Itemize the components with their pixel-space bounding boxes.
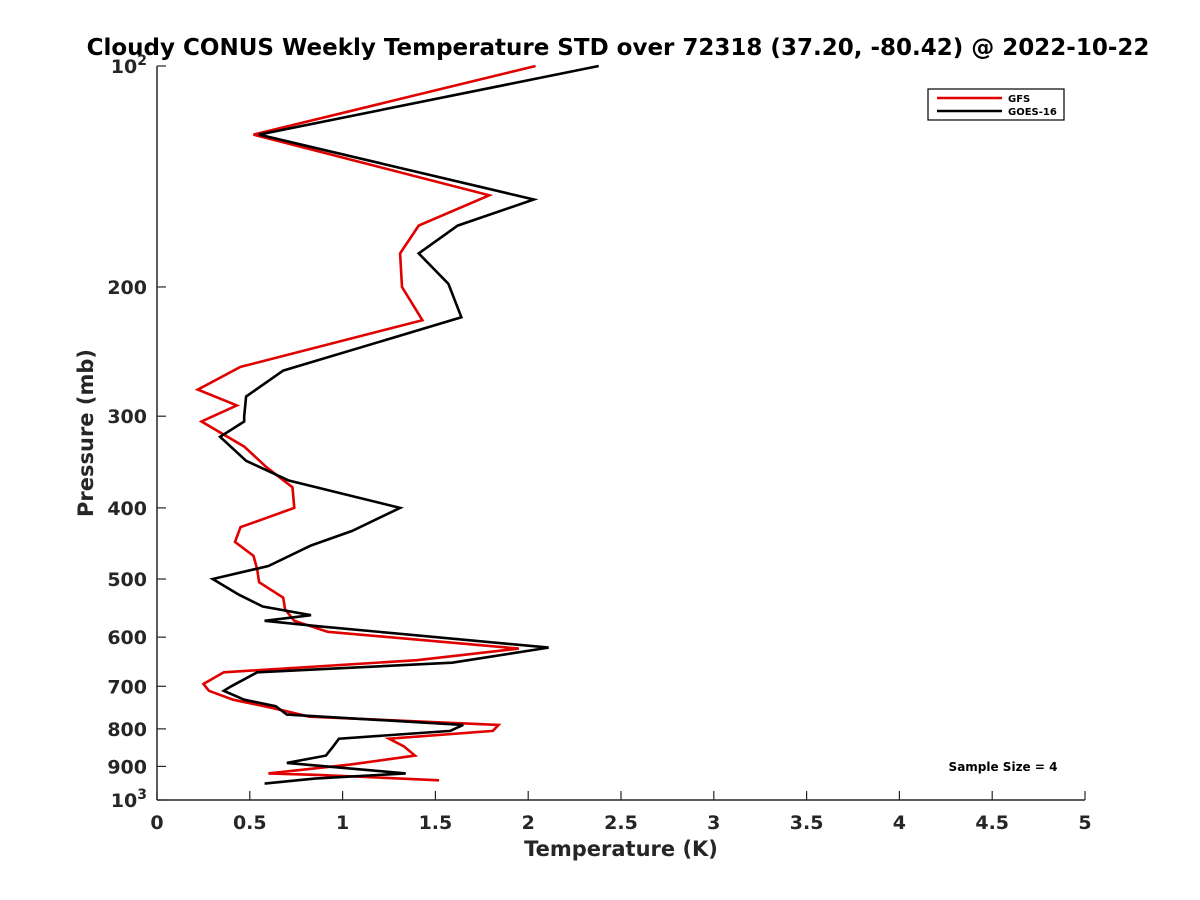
x-tick-label: 0 bbox=[150, 812, 163, 834]
legend: GFS GOES-16 bbox=[927, 88, 1065, 121]
series-group bbox=[194, 64, 599, 785]
x-tick-label: 4 bbox=[893, 812, 906, 834]
y-limit-base: 10 bbox=[111, 56, 137, 78]
x-tick-label: 5 bbox=[1078, 812, 1091, 834]
x-tick-label: 3 bbox=[707, 812, 720, 834]
legend-label-gfs: GFS bbox=[1008, 94, 1030, 105]
y-tick-label: 500 bbox=[107, 569, 147, 591]
x-tick-label: 4.5 bbox=[975, 812, 1009, 834]
series-line-gfs bbox=[194, 64, 536, 782]
y-tick-label: 800 bbox=[107, 719, 147, 741]
x-tick-label: 0.5 bbox=[233, 812, 267, 834]
x-tick-label: 2.5 bbox=[604, 812, 638, 834]
y-tick-label: 600 bbox=[107, 627, 147, 649]
sample-size-annotation: Sample Size = 4 bbox=[949, 760, 1058, 774]
x-tick-label: 2 bbox=[522, 812, 535, 834]
legend-box bbox=[927, 88, 1065, 121]
chart-title: Cloudy CONUS Weekly Temperature STD over… bbox=[87, 35, 1150, 61]
series-line-goes-16 bbox=[209, 64, 599, 785]
y-tick-label: 300 bbox=[107, 406, 147, 428]
y-tick-label: 400 bbox=[107, 498, 147, 520]
y-axis-label: Pressure (mb) bbox=[74, 349, 98, 517]
legend-label-goes-16: GOES-16 bbox=[1008, 107, 1057, 118]
axes bbox=[156, 66, 1085, 801]
x-tick-label: 3.5 bbox=[790, 812, 824, 834]
y-tick-label: 700 bbox=[107, 676, 147, 698]
x-tick-label: 1 bbox=[336, 812, 349, 834]
x-axis-label: Temperature (K) bbox=[524, 837, 718, 861]
y-limit-label: 103 bbox=[111, 787, 147, 812]
y-tick-label: 900 bbox=[107, 756, 147, 778]
x-ticks: 0 0.5 1 1.5 2 2.5 3 3.5 4 4.5 5 bbox=[150, 791, 1092, 834]
x-tick-label: 1.5 bbox=[419, 812, 453, 834]
y-limit-exponent: 2 bbox=[137, 53, 147, 69]
y-tick-label: 200 bbox=[107, 277, 147, 299]
y-limit-label: 102 bbox=[111, 53, 147, 78]
y-limit-exponent: 3 bbox=[137, 787, 147, 803]
y-limit-base: 10 bbox=[111, 790, 137, 812]
